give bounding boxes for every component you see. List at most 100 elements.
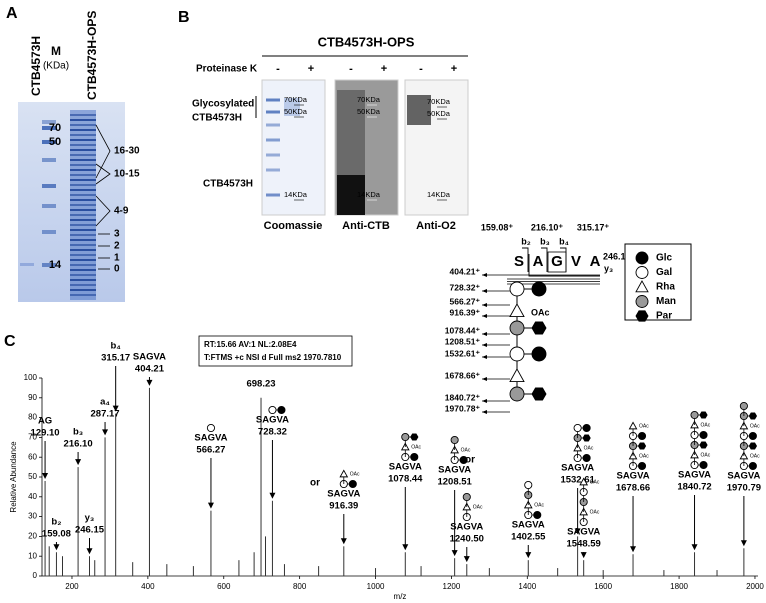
residue: A	[533, 253, 544, 270]
peak-label: 728.32	[258, 427, 287, 438]
x-tick-label: 1800	[670, 582, 688, 591]
arrow-head	[146, 379, 153, 386]
ion-name: b₃	[540, 236, 550, 246]
condition-label: -	[349, 63, 353, 75]
band-label: 4-9	[114, 206, 129, 217]
peak-label: y₃	[85, 513, 95, 524]
residue: A	[590, 253, 601, 270]
rha-symbol	[509, 368, 525, 383]
arrow-head	[451, 550, 458, 557]
substituent: OAc	[531, 307, 550, 317]
marker-label: 14KDa	[427, 190, 451, 199]
peak-label: SAGVA	[561, 463, 594, 474]
arrow-head	[482, 314, 487, 318]
fragment-label: 1208.51⁺	[445, 336, 481, 346]
legend-label: Man	[656, 296, 676, 307]
peak-label: 1840.72	[677, 482, 711, 493]
ladder-band	[70, 134, 96, 136]
ion-mass: 216.10⁺	[531, 222, 564, 232]
ladder-band	[70, 214, 96, 216]
fragment-label: 1078.44⁺	[445, 325, 481, 335]
substituent: OAc	[473, 504, 483, 510]
man-symbol	[401, 432, 410, 442]
legend-label: Gal	[656, 267, 672, 278]
panel-label: B	[178, 9, 190, 26]
ladder-band	[70, 219, 96, 221]
peak-label: 1078.44	[388, 474, 423, 485]
peak-label: SAGVA	[327, 489, 360, 500]
ladder-band	[70, 234, 96, 236]
arrow-head	[482, 303, 487, 307]
ion-name: b₂	[521, 236, 531, 246]
x-tick-label: 1400	[518, 582, 536, 591]
ladder-band	[70, 129, 96, 131]
smear	[407, 95, 431, 125]
peak-label: 1532.61	[560, 475, 595, 486]
band-label: 3	[114, 229, 120, 240]
residue: S	[514, 253, 524, 270]
substituent: OAc	[350, 471, 360, 477]
lane-label: M	[51, 44, 61, 58]
peak-label: SAGVA	[450, 522, 483, 533]
y-tick-label: 50	[28, 472, 37, 481]
ladder-band	[70, 274, 96, 276]
ladder-band	[70, 264, 96, 266]
marker-label: 70KDa	[427, 97, 451, 106]
ladder-band	[70, 209, 96, 211]
ladder-band	[70, 239, 96, 241]
y-tick-label: 70	[28, 433, 37, 442]
arrow-head	[525, 552, 532, 559]
rha-symbol	[579, 477, 589, 486]
x-tick-label: 600	[217, 582, 231, 591]
ladder-band	[70, 194, 96, 196]
band-brackets	[95, 124, 111, 270]
marker-band	[42, 158, 56, 162]
x-tick-label: 2000	[746, 582, 764, 591]
row-label: CTB4573H	[192, 113, 242, 124]
peak-label: SAGVA	[389, 462, 422, 473]
marker-band	[42, 263, 56, 267]
rha-symbol	[509, 303, 525, 318]
substituent: OAc	[590, 479, 600, 485]
arrow-head	[269, 492, 276, 499]
band	[284, 98, 300, 116]
peak-label: 1402.55	[511, 532, 546, 543]
marker-label: 50KDa	[357, 107, 381, 116]
x-tick-label: 400	[141, 582, 155, 591]
peak-label: b₃	[73, 427, 83, 438]
arrow-head	[207, 502, 214, 509]
ladder-band	[70, 249, 96, 251]
peak-label: 246.15	[75, 525, 105, 536]
y-tick-label: 40	[28, 492, 37, 501]
x-tick-label: 1000	[367, 582, 385, 591]
blot-label: Anti-CTB	[342, 220, 390, 232]
rha-symbol	[628, 421, 638, 430]
glc-symbol	[459, 455, 468, 465]
marker-band	[42, 140, 56, 144]
substituent: OAc	[701, 422, 711, 428]
peak-label: SAGVA	[678, 470, 711, 481]
glc-symbol	[582, 453, 591, 463]
arrow-head	[463, 556, 470, 563]
blot	[261, 79, 326, 216]
substituent: OAc	[639, 423, 649, 429]
marker-band	[266, 123, 280, 127]
arrow-head	[574, 528, 581, 535]
peak-label: 1970.79	[727, 483, 761, 494]
row-label: Glycosylated	[192, 99, 254, 110]
glc-symbol	[277, 405, 286, 415]
arrow-head	[691, 544, 698, 551]
x-axis-label: m/z	[394, 592, 407, 601]
marker-label: 70	[49, 122, 61, 134]
gal-symbol	[635, 266, 649, 279]
x-tick-label: 800	[293, 582, 307, 591]
man-symbol	[690, 410, 699, 420]
condition-label: -	[419, 63, 423, 75]
y-tick-label: 90	[28, 393, 37, 402]
scan-info: T:FTMS +c NSI d Full ms2 1970.7810	[204, 353, 342, 362]
fragment-label: 566.27⁺	[450, 296, 481, 306]
ladder-band	[70, 144, 96, 146]
ladder-band	[70, 259, 96, 261]
arrow-head	[482, 332, 487, 336]
